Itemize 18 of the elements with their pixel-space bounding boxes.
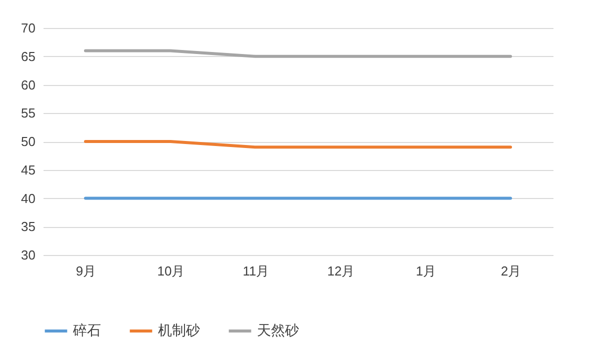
legend-label: 天然砂 bbox=[257, 322, 299, 338]
x-tick-label: 10月 bbox=[157, 264, 185, 278]
y-tick-label: 35 bbox=[21, 219, 36, 234]
y-tick-label: 40 bbox=[21, 190, 36, 206]
y-tick-label: 70 bbox=[21, 20, 36, 36]
x-tick-label: 12月 bbox=[327, 264, 355, 278]
legend-label: 碎石 bbox=[72, 322, 101, 338]
y-tick-label: 55 bbox=[21, 106, 36, 121]
x-tick-label: 9月 bbox=[76, 264, 96, 278]
y-tick-label: 30 bbox=[21, 248, 36, 262]
y-tick-label: 45 bbox=[21, 162, 36, 178]
x-tick-label: 2月 bbox=[500, 264, 522, 278]
y-tick-label: 65 bbox=[21, 48, 36, 64]
x-tick-label: 11月 bbox=[242, 264, 270, 278]
x-tick-label: 1月 bbox=[416, 264, 436, 278]
legend-label: 机制砂 bbox=[158, 322, 200, 338]
y-tick-label: 50 bbox=[21, 134, 36, 149]
y-tick-label: 60 bbox=[21, 77, 36, 92]
